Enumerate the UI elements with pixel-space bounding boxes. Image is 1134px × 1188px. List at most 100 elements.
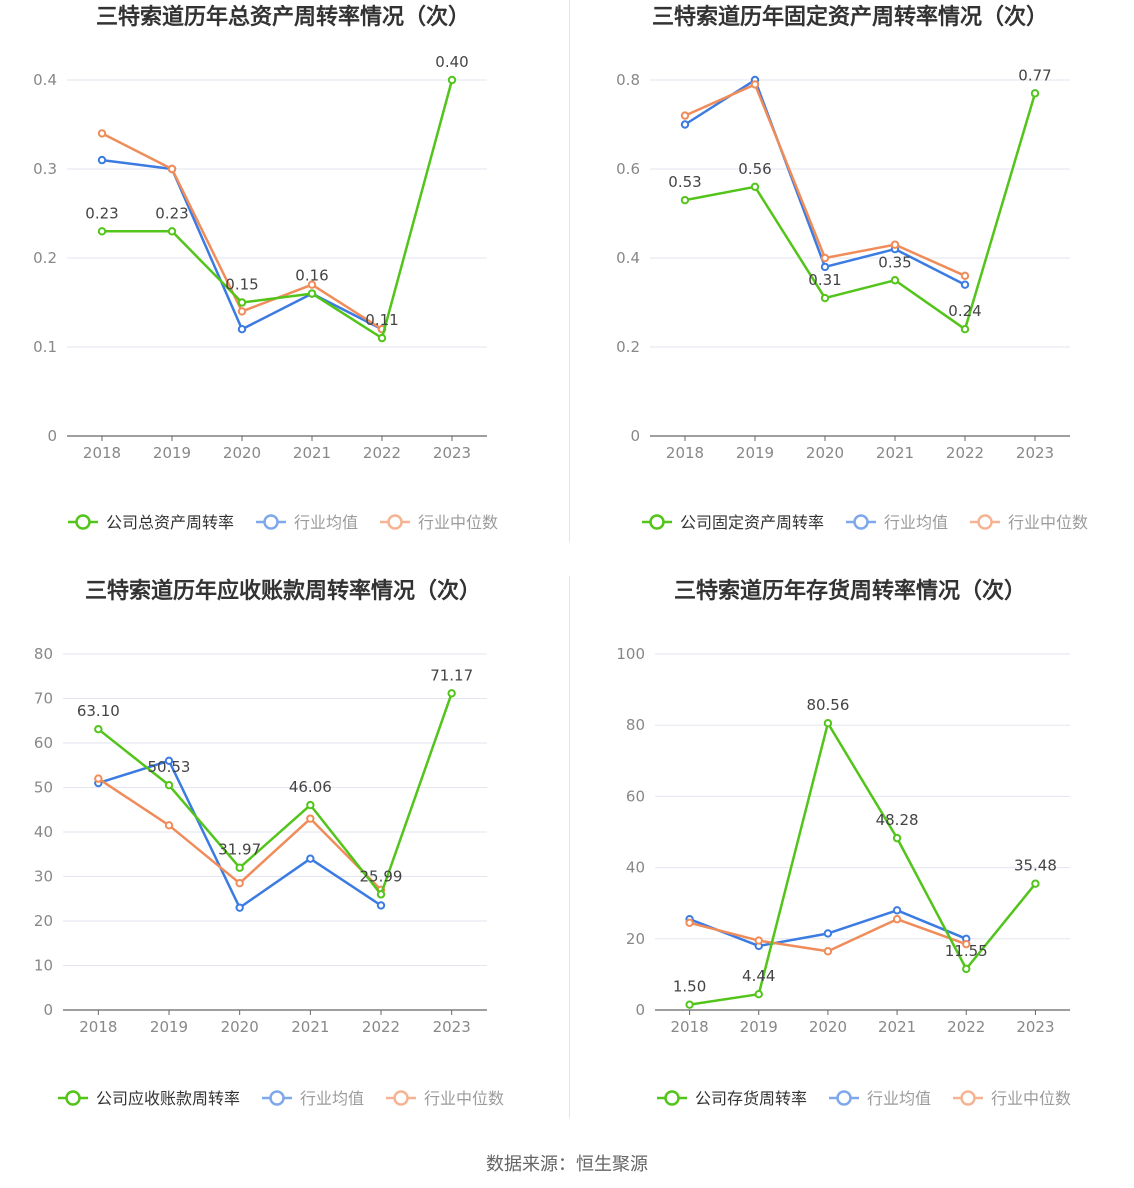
data-point-avg[interactable] <box>237 325 247 334</box>
data-label: 0.11 <box>365 311 398 329</box>
data-point-company[interactable] <box>94 725 103 734</box>
y-tick-label: 60 <box>626 787 645 805</box>
legend-item-avg[interactable]: 行业均值 <box>256 513 358 532</box>
data-point-company[interactable] <box>685 1000 694 1009</box>
data-label: 0.40 <box>435 53 468 71</box>
chart-svg-1: 三特索道历年固定资产周转率情况（次） 0 0.2 0.4 0.6 0.8 2018 2019 2… <box>616 4 1088 532</box>
data-point-median[interactable] <box>306 814 315 823</box>
legend-item-avg[interactable]: 行业均值 <box>846 513 948 532</box>
data-point-avg[interactable] <box>680 120 690 129</box>
legend-marker <box>960 1090 976 1106</box>
series-line-median <box>97 777 382 891</box>
x-tick-label: 2023 <box>433 1018 471 1036</box>
data-point-company[interactable] <box>680 195 690 205</box>
data-point-median[interactable] <box>167 164 177 174</box>
y-tick-label: 80 <box>34 645 53 663</box>
data-point-company[interactable] <box>376 890 386 899</box>
y-tick-label: 40 <box>34 823 53 841</box>
legend-marker <box>65 1090 81 1106</box>
data-point-company[interactable] <box>890 276 900 285</box>
data-label: 0.31 <box>808 271 841 289</box>
legend-item-company[interactable]: 公司总资产周转率 <box>68 513 234 532</box>
legend-item-company[interactable]: 公司应收账款周转率 <box>58 1089 240 1108</box>
data-point-median[interactable] <box>750 80 760 89</box>
y-tick-label: 0 <box>47 427 57 445</box>
data-point-avg[interactable] <box>306 854 315 863</box>
y-tick-label: 0 <box>630 427 640 445</box>
data-point-avg[interactable] <box>164 756 174 766</box>
data-point-avg[interactable] <box>960 280 970 289</box>
data-point-company[interactable] <box>307 289 317 298</box>
data-point-median[interactable] <box>890 240 900 249</box>
legend-item-company[interactable]: 公司固定资产周转率 <box>642 513 824 532</box>
data-point-avg[interactable] <box>376 901 386 910</box>
data-label: 0.35 <box>878 253 911 271</box>
data-point-company[interactable] <box>237 298 247 307</box>
data-point-company[interactable] <box>447 75 457 85</box>
y-tick-label: 0 <box>635 1001 645 1019</box>
data-point-median[interactable] <box>235 878 244 888</box>
data-point-company[interactable] <box>167 227 177 236</box>
legend-item-company[interactable]: 公司存货周转率 <box>657 1089 807 1108</box>
data-point-company[interactable] <box>306 800 315 810</box>
data-label: 50.53 <box>148 758 191 776</box>
x-tick-label: 2023 <box>1016 1018 1054 1036</box>
data-point-median[interactable] <box>164 821 174 830</box>
data-point-median[interactable] <box>680 111 690 120</box>
data-label: 46.06 <box>289 778 332 796</box>
data-point-company[interactable] <box>447 689 456 698</box>
y-tick-label: 100 <box>616 645 645 663</box>
legend-marker <box>649 514 665 530</box>
legend-label: 行业中位数 <box>418 513 498 532</box>
data-point-median[interactable] <box>237 307 247 316</box>
data-label: 0.23 <box>155 204 188 222</box>
data-point-median[interactable] <box>685 918 694 927</box>
data-label: 4.44 <box>742 967 775 985</box>
data-point-company[interactable] <box>754 989 763 999</box>
legend-item-avg[interactable]: 行业均值 <box>829 1089 931 1108</box>
data-point-median[interactable] <box>307 280 317 289</box>
legend-item-avg[interactable]: 行业均值 <box>262 1089 364 1108</box>
legend-label: 行业均值 <box>884 513 948 532</box>
y-tick-label: 0.2 <box>33 249 57 267</box>
chart-inventory-turnover: 三特索道历年存货周转率情况（次） 0 20 40 60 80 100 2018 2019 2020… <box>567 574 1134 1148</box>
data-point-company[interactable] <box>892 833 902 843</box>
legend-item-median[interactable]: 行业中位数 <box>953 1089 1071 1108</box>
data-point-company[interactable] <box>235 863 244 872</box>
data-point-company[interactable] <box>960 325 970 334</box>
data-point-company[interactable] <box>97 227 107 236</box>
data-point-avg[interactable] <box>235 903 244 912</box>
x-tick-label: 2020 <box>223 444 261 462</box>
legend-label: 行业均值 <box>867 1089 931 1108</box>
y-tick-label: 20 <box>34 912 53 930</box>
data-point-company[interactable] <box>164 780 174 790</box>
data-point-company[interactable] <box>823 719 833 728</box>
data-point-median[interactable] <box>962 939 971 949</box>
y-tick-label: 80 <box>626 716 645 734</box>
data-point-median[interactable] <box>823 947 833 956</box>
data-point-median[interactable] <box>820 253 830 263</box>
legend-item-median[interactable]: 行业中位数 <box>386 1089 504 1108</box>
data-point-avg[interactable] <box>892 906 902 915</box>
data-point-median[interactable] <box>754 936 763 945</box>
y-tick-label: 0.4 <box>33 71 57 89</box>
x-tick-label: 2022 <box>363 444 401 462</box>
data-point-company[interactable] <box>962 964 971 974</box>
legend-item-median[interactable]: 行业中位数 <box>380 513 498 532</box>
data-point-avg[interactable] <box>823 929 833 938</box>
data-point-median[interactable] <box>97 129 107 138</box>
data-point-avg[interactable] <box>820 262 830 272</box>
data-point-median[interactable] <box>892 915 902 924</box>
legend-item-median[interactable]: 行业中位数 <box>970 513 1088 532</box>
data-point-avg[interactable] <box>97 155 107 165</box>
x-tick-label: 2018 <box>83 444 121 462</box>
data-point-median[interactable] <box>960 271 970 280</box>
data-point-company[interactable] <box>750 182 760 192</box>
data-point-company[interactable] <box>377 333 387 343</box>
data-point-company[interactable] <box>1031 879 1040 888</box>
data-point-company[interactable] <box>1030 89 1040 98</box>
legend-label: 行业均值 <box>294 513 358 532</box>
data-point-median[interactable] <box>94 774 103 783</box>
data-label: 48.28 <box>876 811 919 829</box>
data-point-company[interactable] <box>820 293 830 303</box>
